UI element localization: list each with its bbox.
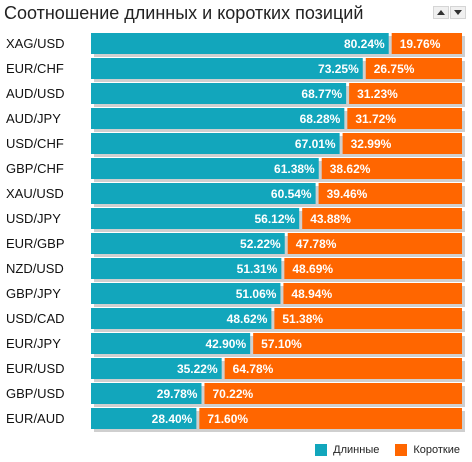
bar-long [91,383,202,404]
value-label-short: 26.75% [374,62,415,76]
value-label-short: 31.72% [355,112,396,126]
bar-short [318,183,462,204]
bar-short [349,83,462,104]
bar-long [91,183,316,204]
value-label-long: 68.28% [300,112,341,126]
value-label-short: 64.78% [233,362,274,376]
legend-label-short: Короткие [413,444,460,456]
legend-swatch-short [395,444,408,456]
value-label-long: 51.06% [236,287,277,301]
bar-long [91,233,285,254]
bar-long [91,108,345,129]
bar-short [284,258,462,279]
value-label-short: 48.94% [291,287,332,301]
legend-label-long: Длинные [333,444,380,456]
bar-short [253,333,462,354]
positions-chart: XAG/USD 80.24% 19.76% EUR/CHF 73.25% 26.75% AU… [6,33,465,432]
bar-long [91,33,389,54]
bar-short [199,408,462,429]
bar-short [274,308,462,329]
pair-label: XAU/USD [6,186,64,201]
pair-label: EUR/AUD [6,411,65,426]
pair-label: GBP/JPY [6,286,61,301]
bar-long [91,158,319,179]
bar-short [287,233,462,254]
value-label-short: 31.23% [357,87,398,101]
bar-short [347,108,462,129]
value-label-short: 57.10% [261,337,302,351]
value-label-long: 73.25% [318,62,359,76]
bar-long [91,258,282,279]
value-label-long: 68.77% [301,87,342,101]
value-label-long: 61.38% [274,162,315,176]
value-label-long: 52.22% [240,237,281,251]
arrow-down-icon[interactable] [450,6,466,19]
value-label-short: 47.78% [296,237,337,251]
bar-long [91,283,281,304]
value-label-long: 67.01% [295,137,336,151]
bar-short [283,283,462,304]
pair-label: AUD/USD [6,86,65,101]
pair-label: EUR/USD [6,361,65,376]
bar-short [302,208,462,229]
bar-long [91,133,340,154]
bar-short [342,133,462,154]
value-label-long: 29.78% [157,387,198,401]
value-label-short: 32.99% [351,137,392,151]
chart-title: Соотношение длинных и коротких позиций [4,3,364,23]
value-label-short: 71.60% [207,412,248,426]
value-label-short: 39.46% [327,187,368,201]
value-label-long: 60.54% [271,187,312,201]
pair-label: EUR/CHF [6,61,64,76]
pair-label: GBP/CHF [6,161,64,176]
bar-long [91,58,363,79]
value-label-long: 80.24% [344,37,385,51]
value-label-short: 51.38% [282,312,323,326]
legend: Длинные Короткие [299,444,460,456]
value-label-short: 43.88% [310,212,351,226]
legend-item-long: Длинные [315,444,379,456]
pair-label: USD/CHF [6,136,64,151]
value-label-short: 48.69% [292,262,333,276]
value-label-long: 28.40% [152,412,193,426]
value-label-long: 42.90% [205,337,246,351]
pair-label: AUD/JPY [6,111,61,126]
pair-label: XAG/USD [6,36,65,51]
bar-long [91,333,251,354]
value-label-short: 38.62% [330,162,371,176]
bar-short [224,358,462,379]
bar-short [204,383,462,404]
bar-long [91,408,197,429]
value-label-long: 35.22% [177,362,218,376]
legend-swatch-long [315,444,328,456]
pair-label: GBP/USD [6,386,65,401]
legend-item-short: Короткие [395,444,460,456]
arrow-up-icon[interactable] [433,6,449,19]
pair-label: NZD/USD [6,261,64,276]
value-label-short: 70.22% [212,387,253,401]
value-label-long: 56.12% [255,212,296,226]
bar-short [365,58,462,79]
value-label-long: 51.31% [237,262,278,276]
pair-label: USD/CAD [6,311,65,326]
bar-short [391,33,462,54]
bar-long [91,208,300,229]
bar-short [321,158,462,179]
bar-long [91,83,347,104]
pair-label: EUR/JPY [6,336,61,351]
value-label-long: 48.62% [227,312,268,326]
bar-long [91,358,222,379]
bar-long [91,308,272,329]
pair-label: EUR/GBP [6,236,65,251]
value-label-short: 19.76% [400,37,441,51]
pair-label: USD/JPY [6,211,61,226]
